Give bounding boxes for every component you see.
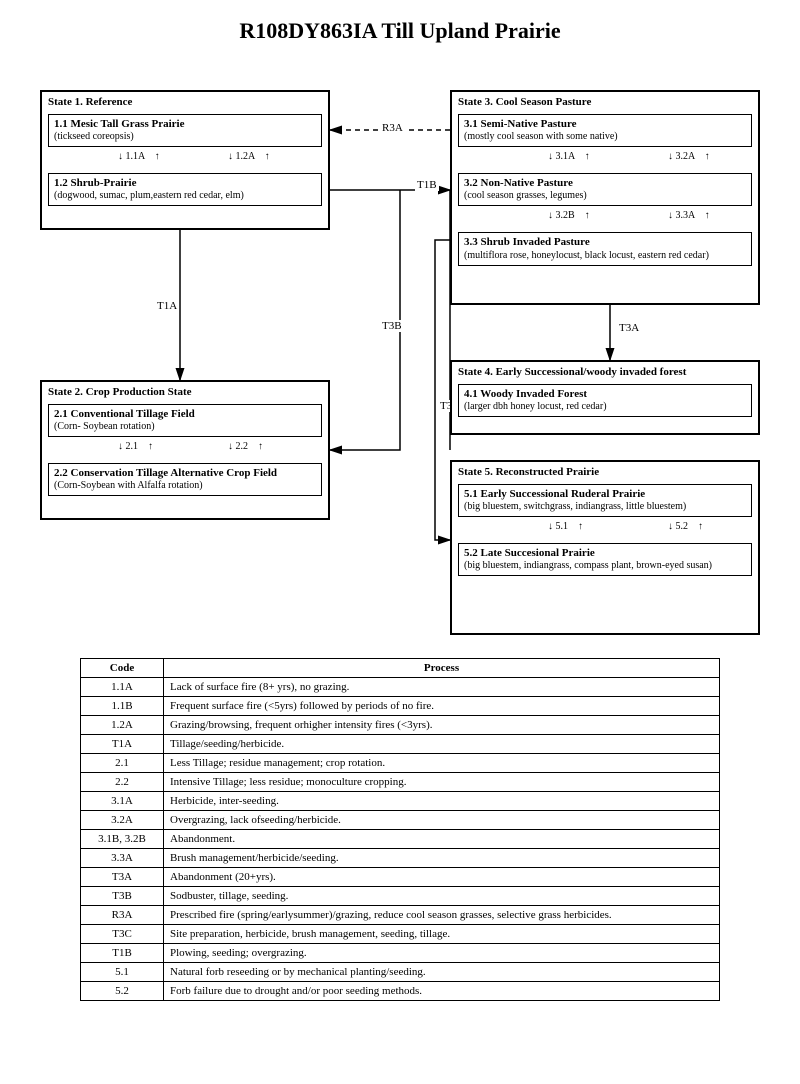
cell-process: Herbicide, inter-seeding. <box>164 792 720 811</box>
phase-box: 5.2 Late Succesional Prairie(big blueste… <box>458 543 752 576</box>
cell-code: 3.3A <box>81 849 164 868</box>
table-row: 1.2AGrazing/browsing, frequent orhigher … <box>81 716 720 735</box>
inner-transitions: ↓ 2.1 ↑ ↓ 2.2 ↑ <box>48 441 322 459</box>
page-title: R108DY863IA Till Upland Prairie <box>10 18 790 44</box>
cell-code: 3.1B, 3.2B <box>81 830 164 849</box>
table-header-process: Process <box>164 659 720 678</box>
cell-process: Brush management/herbicide/seeding. <box>164 849 720 868</box>
edge-label: T3A <box>617 322 641 334</box>
cell-code: 1.1A <box>81 678 164 697</box>
table-row: T3BSodbuster, tillage, seeding. <box>81 887 720 906</box>
table-row: T3AAbandonment (20+yrs). <box>81 868 720 887</box>
phase-box: 3.3 Shrub Invaded Pasture(multiflora ros… <box>458 232 752 265</box>
table-row: 2.1Less Tillage; residue management; cro… <box>81 754 720 773</box>
state-s5: State 5. Reconstructed Prairie 5.1 Early … <box>450 460 760 635</box>
state-s1: State 1. Reference 1.1 Mesic Tall Grass P… <box>40 90 330 230</box>
cell-process: Natural forb reseeding or by mechanical … <box>164 963 720 982</box>
inner-label: ↓ 2.1 ↑ <box>118 441 153 452</box>
inner-label: ↓ 1.2A ↑ <box>228 151 270 162</box>
table-row: 2.2Intensive Tillage; less residue; mono… <box>81 773 720 792</box>
state-s3: State 3. Cool Season Pasture 3.1 Semi-Nat… <box>450 90 760 305</box>
cell-process: Sodbuster, tillage, seeding. <box>164 887 720 906</box>
inner-label: ↓ 5.1 ↑ <box>548 521 583 532</box>
cell-process: Abandonment. <box>164 830 720 849</box>
state-title: State 3. Cool Season Pasture <box>458 96 752 108</box>
cell-process: Plowing, seeding; overgrazing. <box>164 944 720 963</box>
cell-process: Lack of surface fire (8+ yrs), no grazin… <box>164 678 720 697</box>
cell-process: Site preparation, herbicide, brush manag… <box>164 925 720 944</box>
table-row: 5.2Forb failure due to drought and/or po… <box>81 982 720 1001</box>
cell-code: 5.1 <box>81 963 164 982</box>
edge-label: T1B <box>415 179 439 191</box>
inner-label: ↓ 5.2 ↑ <box>668 521 703 532</box>
process-table: Code Process 1.1ALack of surface fire (8… <box>80 658 720 1001</box>
inner-label: ↓ 3.1A ↑ <box>548 151 590 162</box>
cell-code: 1.2A <box>81 716 164 735</box>
cell-process: Prescribed fire (spring/earlysummer)/gra… <box>164 906 720 925</box>
cell-code: T1B <box>81 944 164 963</box>
state-title: State 1. Reference <box>48 96 322 108</box>
phase-box: 3.1 Semi-Native Pasture(mostly cool seas… <box>458 114 752 147</box>
state-title: State 4. Early Successional/woody invade… <box>458 366 752 378</box>
state-s2: State 2. Crop Production State 2.1 Conven… <box>40 380 330 520</box>
table-row: 3.1AHerbicide, inter-seeding. <box>81 792 720 811</box>
table-row: R3APrescribed fire (spring/earlysummer)/… <box>81 906 720 925</box>
cell-code: 2.1 <box>81 754 164 773</box>
phase-box: 1.2 Shrub-Prairie(dogwood, sumac, plum,e… <box>48 173 322 206</box>
cell-process: Forb failure due to drought and/or poor … <box>164 982 720 1001</box>
table-row: 5.1Natural forb reseeding or by mechanic… <box>81 963 720 982</box>
inner-label: ↓ 3.3A ↑ <box>668 210 710 221</box>
table-header-code: Code <box>81 659 164 678</box>
table-row: 3.1B, 3.2BAbandonment. <box>81 830 720 849</box>
edge-T3C <box>435 240 450 540</box>
cell-code: 3.2A <box>81 811 164 830</box>
table-row: 3.3ABrush management/herbicide/seeding. <box>81 849 720 868</box>
table-row: T1BPlowing, seeding; overgrazing. <box>81 944 720 963</box>
cell-process: Grazing/browsing, frequent orhigher inte… <box>164 716 720 735</box>
phase-box: 5.1 Early Successional Ruderal Prairie(b… <box>458 484 752 517</box>
state-transition-diagram: R3AT1BT1AT3B3.1BT3AT3C State 1. Referenc… <box>20 60 780 640</box>
inner-label: ↓ 1.1A ↑ <box>118 151 160 162</box>
state-title: State 5. Reconstructed Prairie <box>458 466 752 478</box>
cell-process: Frequent surface fire (<5yrs) followed b… <box>164 697 720 716</box>
inner-transitions: ↓ 3.2B ↑ ↓ 3.3A ↑ <box>458 210 752 228</box>
cell-code: T3C <box>81 925 164 944</box>
edge-label: R3A <box>380 122 405 134</box>
table-row: T3CSite preparation, herbicide, brush ma… <box>81 925 720 944</box>
cell-code: 3.1A <box>81 792 164 811</box>
table-row: T1ATillage/seeding/herbicide. <box>81 735 720 754</box>
cell-code: 2.2 <box>81 773 164 792</box>
cell-process: Abandonment (20+yrs). <box>164 868 720 887</box>
cell-code: T3A <box>81 868 164 887</box>
phase-box: 4.1 Woody Invaded Forest(larger dbh hone… <box>458 384 752 417</box>
state-title: State 2. Crop Production State <box>48 386 322 398</box>
table-row: 1.1ALack of surface fire (8+ yrs), no gr… <box>81 678 720 697</box>
cell-code: T3B <box>81 887 164 906</box>
inner-label: ↓ 3.2A ↑ <box>668 151 710 162</box>
cell-process: Less Tillage; residue management; crop r… <box>164 754 720 773</box>
edge-label: T1A <box>155 300 179 312</box>
phase-box: 1.1 Mesic Tall Grass Prairie(tickseed co… <box>48 114 322 147</box>
table-row: 3.2AOvergrazing, lack ofseeding/herbicid… <box>81 811 720 830</box>
cell-code: T1A <box>81 735 164 754</box>
cell-code: 1.1B <box>81 697 164 716</box>
cell-process: Intensive Tillage; less residue; monocul… <box>164 773 720 792</box>
table-row: 1.1BFrequent surface fire (<5yrs) follow… <box>81 697 720 716</box>
edge-label: T3B <box>380 320 404 332</box>
inner-transitions: ↓ 1.1A ↑ ↓ 1.2A ↑ <box>48 151 322 169</box>
inner-transitions: ↓ 3.1A ↑ ↓ 3.2A ↑ <box>458 151 752 169</box>
cell-code: R3A <box>81 906 164 925</box>
cell-code: 5.2 <box>81 982 164 1001</box>
cell-process: Overgrazing, lack ofseeding/herbicide. <box>164 811 720 830</box>
phase-box: 2.1 Conventional Tillage Field(Corn- Soy… <box>48 404 322 437</box>
phase-box: 3.2 Non-Native Pasture(cool season grass… <box>458 173 752 206</box>
phase-box: 2.2 Conservation Tillage Alternative Cro… <box>48 463 322 496</box>
inner-label: ↓ 2.2 ↑ <box>228 441 263 452</box>
cell-process: Tillage/seeding/herbicide. <box>164 735 720 754</box>
inner-label: ↓ 3.2B ↑ <box>548 210 590 221</box>
state-s4: State 4. Early Successional/woody invade… <box>450 360 760 435</box>
inner-transitions: ↓ 5.1 ↑ ↓ 5.2 ↑ <box>458 521 752 539</box>
